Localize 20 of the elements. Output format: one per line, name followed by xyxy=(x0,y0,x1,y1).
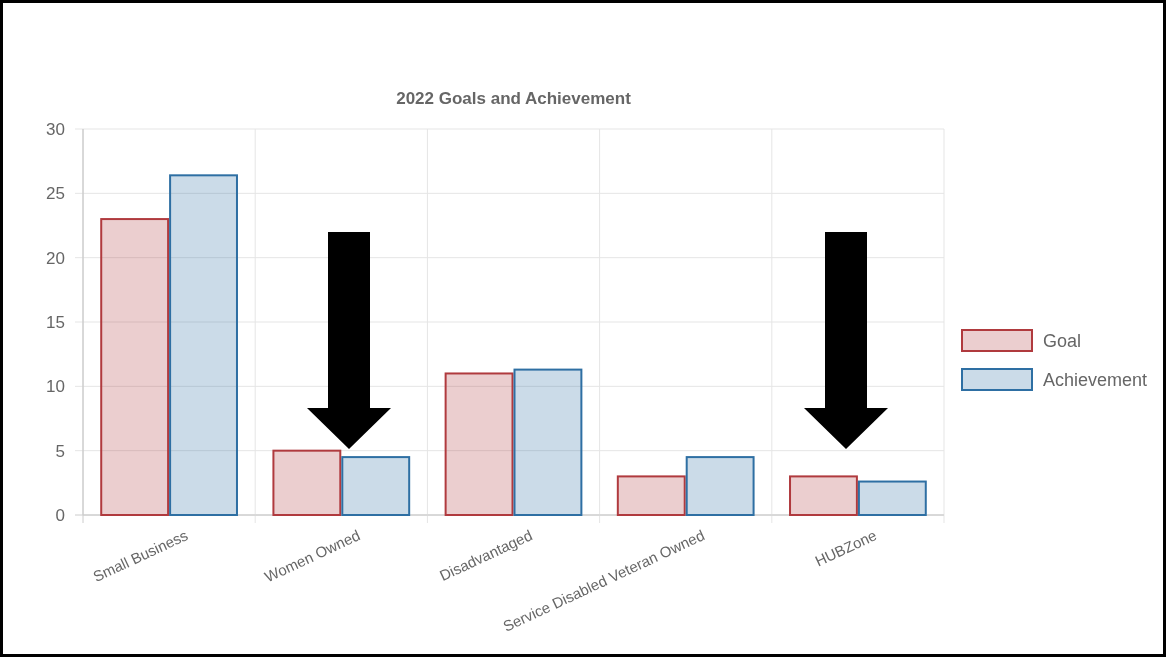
legend-label: Achievement xyxy=(1043,370,1148,391)
y-tick-label: 25 xyxy=(46,184,65,204)
bar xyxy=(100,218,170,516)
y-tick-label: 20 xyxy=(46,248,65,268)
bar xyxy=(513,368,583,516)
y-tick-label: 15 xyxy=(46,312,65,332)
bar xyxy=(857,480,927,516)
bar xyxy=(616,475,686,516)
y-tick-label: 10 xyxy=(46,377,65,397)
y-tick-label: 30 xyxy=(46,119,65,139)
y-tick-label: 0 xyxy=(55,505,65,525)
bar xyxy=(272,449,342,516)
bar xyxy=(444,372,514,516)
bar xyxy=(341,456,411,516)
legend-label: Goal xyxy=(1043,331,1082,352)
y-tick-label: 5 xyxy=(55,441,65,461)
bar xyxy=(789,475,858,516)
bar xyxy=(685,456,755,516)
chart-title: 2022 Goals and Achievement xyxy=(396,89,632,108)
bar xyxy=(169,174,238,516)
